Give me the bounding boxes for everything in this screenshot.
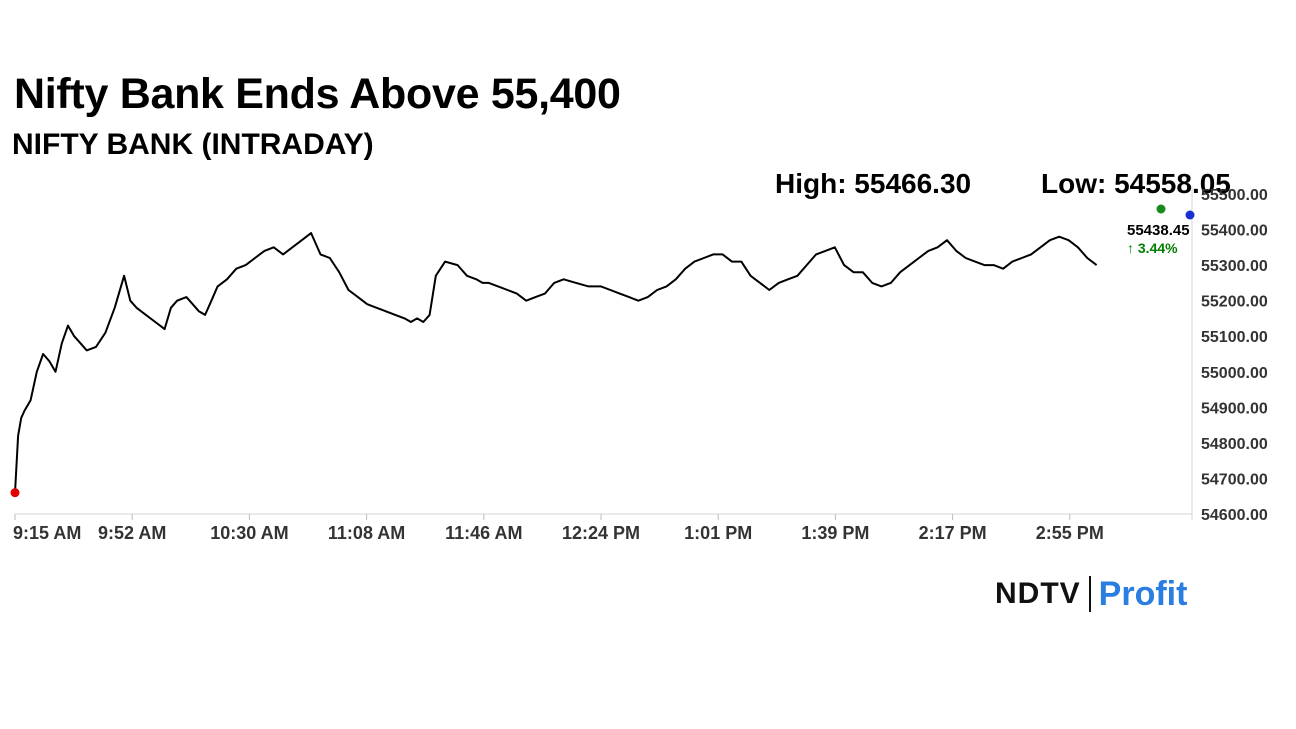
chart-headline: Nifty Bank Ends Above 55,400 [14, 70, 621, 118]
last-value-label: 55438.45 [1127, 222, 1190, 239]
x-axis [15, 186, 1193, 520]
high-marker-icon [1156, 204, 1166, 214]
y-tick-label: 55000.00 [1201, 365, 1268, 382]
day-high-stat: High: 55466.30 [775, 168, 972, 199]
y-tick-label: 54700.00 [1201, 471, 1268, 488]
x-tick-label: 1:01 PM [684, 523, 752, 543]
y-tick-label: 55400.00 [1201, 223, 1268, 240]
x-tick-label: 2:55 PM [1036, 523, 1104, 543]
ndtv-profit-logo: NDTV Profit [995, 574, 1187, 614]
x-tick-label: 2:17 PM [919, 523, 987, 543]
x-tick-label: 11:08 AM [328, 523, 405, 543]
logo-ndtv-text: NDTV [995, 577, 1081, 610]
day-low-stat: Low: 54558.05 [1041, 168, 1231, 199]
open-point-marker [10, 488, 20, 498]
y-tick-label: 54900.00 [1201, 400, 1268, 417]
y-tick-label: 55100.00 [1201, 329, 1268, 346]
price-series-line [14, 232, 1098, 493]
change-percent-label: ↑ 3.44% [1127, 240, 1178, 256]
low-marker-icon [1185, 210, 1195, 220]
x-tick-label: 10:30 AM [210, 523, 288, 543]
x-tick-label: 12:24 PM [562, 523, 640, 543]
logo-profit-text: Profit [1098, 574, 1188, 613]
x-tick-label: 9:15 AM [13, 523, 81, 543]
y-tick-label: 55200.00 [1201, 294, 1268, 311]
x-tick-label: 1:39 PM [801, 523, 869, 543]
y-tick-label: 55500.00 [1201, 187, 1268, 204]
chart-subtitle: NIFTY BANK (INTRADAY) [12, 128, 374, 161]
y-axis: 54600.00 54700.00 54800.00 54900.00 55000.00… [1201, 187, 1268, 524]
x-tick-label: 9:52 AM [98, 523, 166, 543]
logo-divider [1088, 576, 1091, 612]
y-tick-label: 54600.00 [1201, 507, 1268, 524]
x-tick-label: 11:46 AM [445, 523, 522, 543]
y-tick-label: 54800.00 [1201, 436, 1268, 453]
y-tick-label: 55300.00 [1201, 258, 1268, 275]
